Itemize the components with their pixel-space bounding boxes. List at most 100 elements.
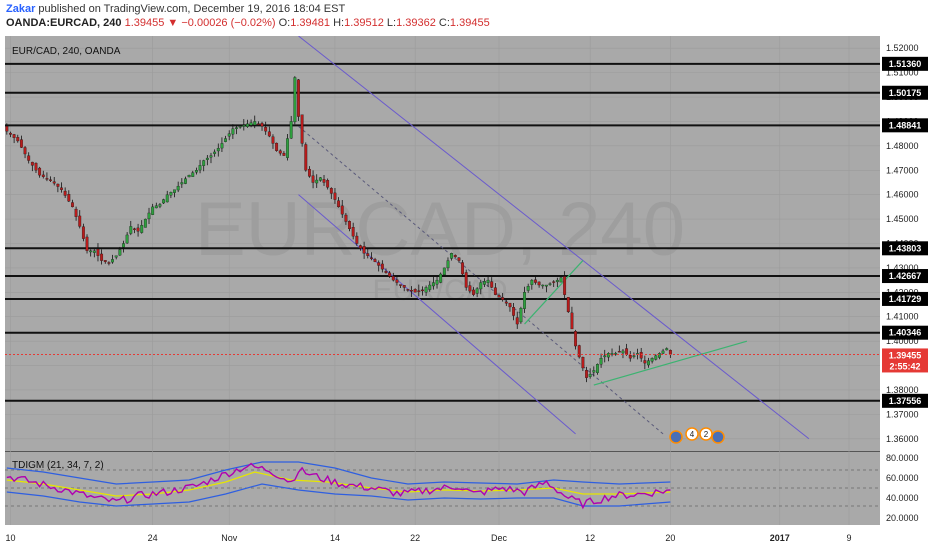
candle-body [559, 277, 563, 283]
candle-body [501, 297, 505, 300]
candle-body [603, 355, 607, 358]
candle-body [530, 279, 534, 285]
candle-body [515, 317, 519, 325]
candle-body [311, 175, 315, 183]
current-price-rect [882, 348, 928, 373]
candle-body [413, 289, 417, 293]
candle-body [275, 142, 279, 151]
candle-body [133, 228, 136, 230]
candle-body [267, 131, 271, 137]
candle-body [523, 292, 526, 309]
candle-body [125, 234, 129, 244]
candle-body [369, 257, 373, 259]
candle-body [56, 183, 60, 187]
time-tick-label: 22 [410, 533, 420, 543]
close-label: C: [438, 17, 450, 29]
current-price-label: 1.39455 [889, 350, 922, 360]
candle-body [74, 208, 78, 217]
indicator-tick-label: 20.0000 [886, 513, 919, 523]
candle-body [647, 360, 650, 366]
time-axis[interactable] [0, 525, 932, 550]
open-value: 1.39481 [290, 17, 331, 29]
level-label-bg [882, 291, 928, 306]
level-label-bg [882, 393, 928, 408]
candle-body [49, 179, 52, 181]
level-label: 1.37556 [889, 396, 922, 406]
candle-body [574, 331, 577, 347]
event-icon[interactable] [685, 427, 699, 441]
candle-body [625, 348, 629, 355]
author-name[interactable]: Zakar [6, 3, 36, 15]
price-chart[interactable]: EURCAD, 240 EUR/CAD 1.520001.510001.5000… [0, 36, 932, 550]
candle-body [424, 287, 428, 293]
candle-body [19, 139, 23, 148]
indicator-tick-label: 60.0000 [886, 473, 919, 483]
price-tick-label: 1.46000 [886, 190, 919, 200]
level-label: 1.51360 [889, 59, 922, 69]
price-tick-label: 1.45000 [886, 214, 919, 224]
candle-body [191, 172, 195, 177]
candle-body [9, 132, 12, 135]
grid [5, 36, 880, 525]
low-value: 1.39362 [396, 17, 436, 29]
channel-lower-line [298, 194, 576, 435]
event-icon[interactable] [711, 430, 725, 444]
candle-body [439, 273, 443, 283]
candle-body [220, 143, 224, 149]
candle-body [304, 144, 308, 171]
level-label: 1.48841 [889, 120, 922, 130]
candle-body [227, 133, 231, 137]
candle-body [457, 257, 461, 261]
candle-body [665, 348, 669, 351]
event-icon[interactable] [669, 430, 683, 444]
quote-line: OANDA:EURCAD, 240 1.39455 ▼ −0.00026 (−0… [6, 17, 490, 29]
candle-body [417, 290, 421, 292]
candle-body [253, 121, 257, 126]
candle-body [176, 185, 180, 191]
candle-body [337, 200, 341, 208]
candle-body [5, 126, 9, 132]
candle-body [162, 199, 166, 204]
candle-body [322, 179, 326, 183]
time-tick-label: 14 [330, 533, 340, 543]
candle-body [205, 157, 209, 160]
candle-body [264, 127, 268, 132]
time-tick-label: 24 [148, 533, 158, 543]
candle-body [256, 123, 260, 125]
candle-body [194, 170, 198, 173]
candle-body [588, 373, 592, 377]
candle-body [100, 253, 104, 261]
price-tick-label: 1.36000 [886, 434, 919, 444]
candle-body [34, 162, 38, 171]
time-tick-label: 10 [5, 533, 15, 543]
candle-body [96, 248, 100, 256]
symbol-label: OANDA:EURCAD, 240 [6, 17, 122, 29]
candle-body [85, 236, 89, 251]
candle-body [548, 283, 552, 285]
candle-body [249, 122, 253, 126]
candle-body [92, 250, 96, 253]
candle-body [260, 122, 264, 127]
candle-body [650, 358, 654, 362]
candle-body [654, 355, 658, 360]
candle-body [519, 308, 523, 323]
high-label: H: [333, 17, 345, 29]
last-price: 1.39455 [124, 17, 165, 29]
candle-body [468, 285, 472, 292]
candle-body [111, 259, 114, 263]
candle-body [297, 79, 300, 117]
candle-body [348, 221, 351, 230]
candle-body [344, 214, 348, 222]
candle-body [428, 284, 432, 290]
candle-body [173, 189, 176, 193]
price-tick-label: 1.48000 [886, 141, 919, 151]
level-label: 1.43803 [889, 243, 922, 253]
candle-body [289, 121, 293, 139]
candle-body [293, 77, 297, 123]
candle-body [410, 290, 413, 292]
candle-body [359, 245, 362, 249]
candle-body [606, 353, 610, 358]
event-icons[interactable]: 4 2 [669, 427, 725, 444]
time-ticks: 10 24 Nov 14 22 Dec 12 20 2017 9 [5, 533, 851, 543]
candle-body [180, 182, 184, 185]
